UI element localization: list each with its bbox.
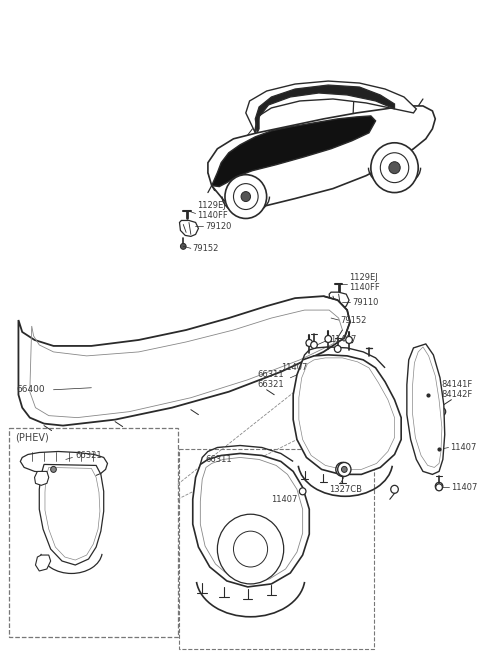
Circle shape (328, 315, 334, 321)
Polygon shape (35, 471, 49, 485)
Polygon shape (212, 116, 375, 186)
Circle shape (339, 467, 345, 473)
Circle shape (391, 485, 398, 494)
Circle shape (233, 184, 258, 210)
Polygon shape (18, 296, 350, 426)
Circle shape (341, 467, 347, 473)
Polygon shape (208, 106, 435, 206)
Polygon shape (39, 465, 104, 565)
Circle shape (300, 488, 306, 495)
Circle shape (435, 482, 443, 490)
Circle shape (225, 175, 267, 219)
Polygon shape (329, 292, 349, 308)
Text: 84141F
84142F: 84141F 84142F (441, 380, 472, 399)
Text: 11407: 11407 (281, 363, 307, 372)
Text: 1129EJ
1140FF: 1129EJ 1140FF (197, 201, 228, 220)
Circle shape (336, 463, 349, 476)
Circle shape (436, 484, 443, 491)
Circle shape (371, 143, 418, 192)
Text: 1129EJ
1140FF: 1129EJ 1140FF (349, 273, 380, 292)
Polygon shape (293, 355, 401, 474)
Text: 79152: 79152 (193, 244, 219, 253)
Text: 66311: 66311 (205, 455, 232, 464)
Polygon shape (193, 453, 309, 587)
Circle shape (335, 345, 341, 353)
Text: 66321: 66321 (75, 451, 102, 460)
Text: 11407: 11407 (451, 483, 478, 492)
Text: 66400: 66400 (16, 386, 45, 394)
Circle shape (438, 408, 446, 416)
Polygon shape (20, 451, 108, 474)
Polygon shape (407, 344, 445, 474)
Text: 79152: 79152 (340, 316, 367, 324)
Text: 11407: 11407 (330, 335, 357, 345)
Polygon shape (255, 85, 395, 133)
Circle shape (241, 192, 251, 202)
Circle shape (311, 341, 317, 349)
Circle shape (380, 153, 409, 183)
Circle shape (338, 463, 351, 476)
Text: 1327CB: 1327CB (329, 485, 362, 494)
Text: 79120: 79120 (205, 222, 231, 231)
Text: (PHEV): (PHEV) (15, 432, 48, 443)
Circle shape (325, 335, 332, 343)
Circle shape (180, 243, 186, 249)
Circle shape (233, 531, 267, 567)
Polygon shape (180, 221, 198, 237)
Circle shape (346, 337, 352, 343)
Text: 79110: 79110 (352, 298, 378, 306)
Circle shape (51, 467, 56, 473)
Circle shape (306, 339, 312, 347)
Text: 11407: 11407 (450, 443, 477, 452)
Circle shape (389, 161, 400, 174)
Polygon shape (246, 81, 416, 133)
Text: 11407: 11407 (271, 495, 298, 503)
Polygon shape (36, 555, 51, 571)
Text: 66311
66321: 66311 66321 (257, 370, 284, 389)
Circle shape (217, 514, 284, 584)
